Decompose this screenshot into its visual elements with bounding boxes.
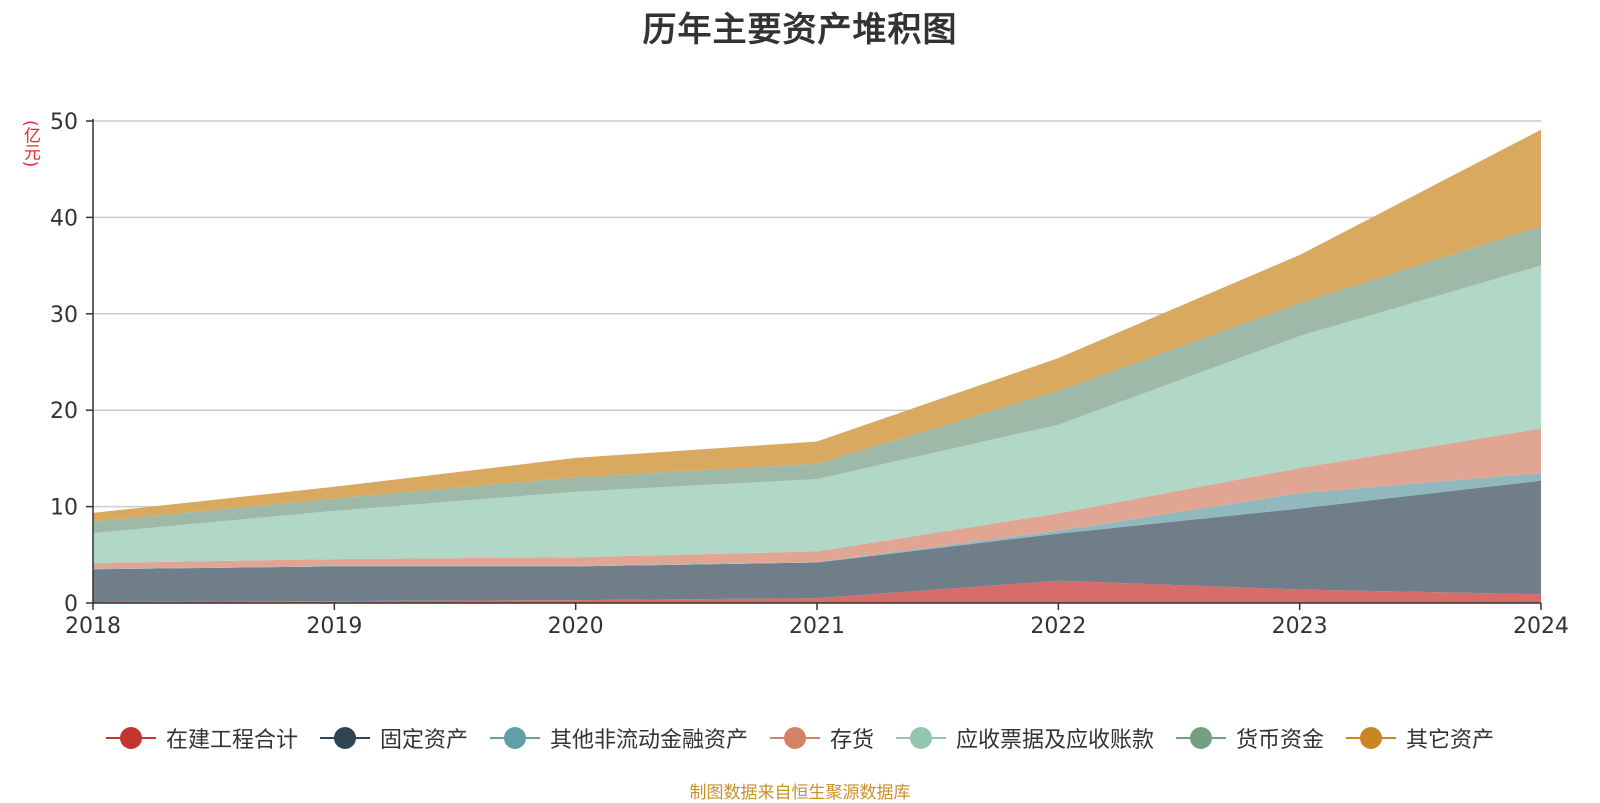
y-tick-label-50: 50 <box>50 110 78 135</box>
legend-marker-5 <box>1176 725 1227 751</box>
area-series-3 <box>93 428 1541 569</box>
legend-marker-3 <box>769 725 820 751</box>
legend-item-1[interactable]: 固定资产 <box>319 722 468 754</box>
chart-title: 历年主要资产堆积图 <box>642 10 958 50</box>
x-tick-label-2018: 2018 <box>65 614 121 639</box>
y-axis-unit: (亿元) <box>20 120 40 168</box>
legend-item-2[interactable]: 其他非流动金融资产 <box>489 722 748 754</box>
legend-label-3: 存货 <box>829 728 874 753</box>
y-tick-label-40: 40 <box>50 206 78 231</box>
x-tick-label-2023: 2023 <box>1272 614 1328 639</box>
legend-label-6: 其它资产 <box>1406 728 1495 753</box>
area-series-1 <box>93 480 1541 602</box>
plot-area: 0 10 20 30 40 50 2018 2019 2020 2021 2022 2023 2024 <box>50 110 1569 639</box>
legend-label-2: 其他非流动金融资产 <box>549 728 748 753</box>
legend-item-0[interactable]: 在建工程合计 <box>105 722 298 754</box>
legend-marker-6 <box>1346 725 1397 751</box>
legend-item-5[interactable]: 货币资金 <box>1176 722 1324 754</box>
legend-marker-0 <box>105 725 156 751</box>
y-tick-label-0: 0 <box>64 592 78 617</box>
x-tick-label-2021: 2021 <box>789 614 845 639</box>
legend: 在建工程合计 固定资产 其他非流动金融资产 存货 应收票据及应收账款 货币资金 其它资产 <box>0 718 1600 758</box>
x-tick-label-2022: 2022 <box>1030 614 1086 639</box>
y-tick-label-30: 30 <box>50 303 78 328</box>
legend-marker-1 <box>319 725 370 751</box>
area-series-5 <box>93 226 1541 534</box>
x-tick-label-2019: 2019 <box>306 614 362 639</box>
area-series-4 <box>93 265 1541 563</box>
area-series-0 <box>93 580 1541 603</box>
y-tick-label-20: 20 <box>50 399 78 424</box>
legend-marker-4 <box>896 725 946 751</box>
legend-item-6[interactable]: 其它资产 <box>1346 722 1494 754</box>
area-series-6 <box>93 129 1541 522</box>
legend-marker-2 <box>489 725 540 751</box>
x-tick-label-2020: 2020 <box>548 614 604 639</box>
y-tick-label-10: 10 <box>50 496 78 521</box>
legend-item-4[interactable]: 应收票据及应收账款 <box>896 722 1154 754</box>
legend-label-5: 货币资金 <box>1236 728 1325 753</box>
legend-label-4: 应收票据及应收账款 <box>956 728 1155 753</box>
legend-label-0: 在建工程合计 <box>165 728 298 753</box>
x-tick-label-2024: 2024 <box>1513 614 1569 639</box>
source-note: 制图数据来自恒生聚源数据库 <box>689 783 911 803</box>
legend-label-1: 固定资产 <box>379 728 468 753</box>
legend-item-3[interactable]: 存货 <box>769 722 874 754</box>
